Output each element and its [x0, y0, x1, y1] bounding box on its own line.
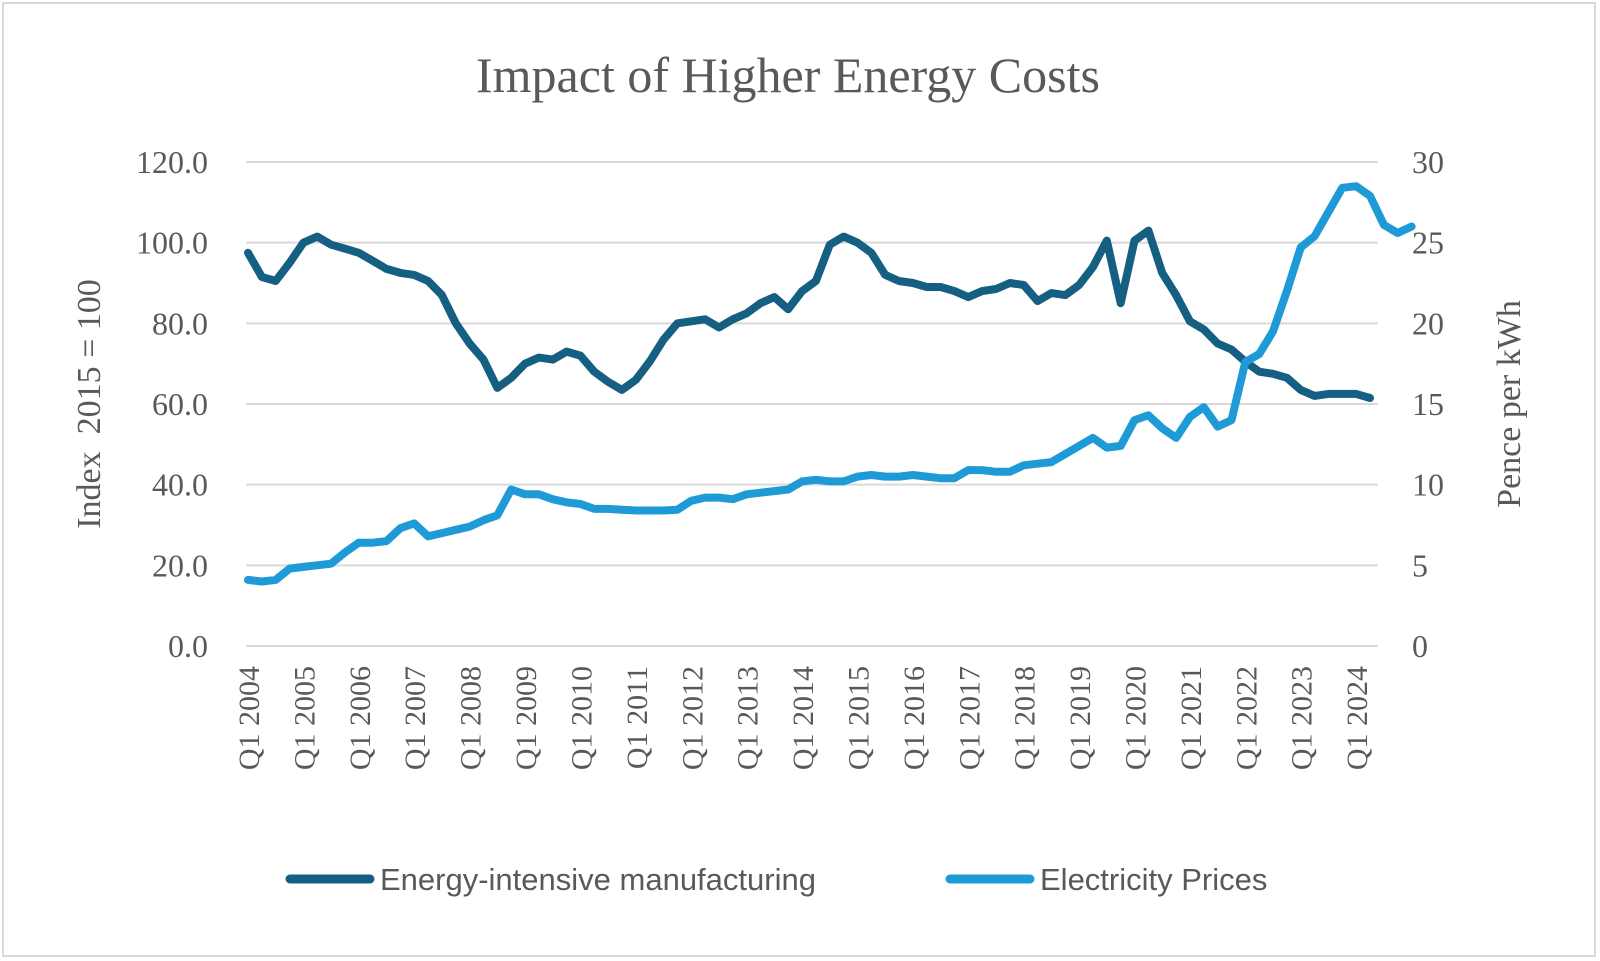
x-tick-label: Q1 2004 [233, 666, 266, 770]
left-axis-label: Index 2015 = 100 [71, 279, 108, 529]
x-tick-label: Q1 2008 [455, 666, 488, 770]
right-tick-label: 15 [1412, 386, 1444, 422]
line-chart: Impact of Higher Energy Costs 0.0 20.0 40.… [71, 47, 1528, 897]
left-tick-label: 40.0 [152, 467, 208, 503]
left-tick-label: 20.0 [152, 547, 208, 583]
left-tick-label: 60.0 [152, 386, 208, 422]
left-tick-label: 100.0 [136, 225, 208, 261]
x-tick-label: Q1 2007 [399, 666, 432, 770]
series-line-energy-intensive-manufacturing [244, 226, 1374, 402]
x-tick-label: Q1 2020 [1120, 666, 1153, 770]
x-tick-label: Q1 2023 [1286, 666, 1319, 770]
right-tick-label: 25 [1412, 225, 1444, 261]
left-tick-label: 80.0 [152, 305, 208, 341]
gridlines [246, 161, 1378, 647]
x-tick-label: Q1 2014 [787, 666, 820, 770]
right-tick-label: 20 [1412, 305, 1444, 341]
x-tick-label: Q1 2021 [1175, 666, 1208, 770]
right-tick-label: 10 [1412, 467, 1444, 503]
x-tick-label: Q1 2016 [898, 666, 931, 770]
x-tick-label: Q1 2013 [732, 666, 765, 770]
right-tick-label: 0 [1412, 628, 1428, 664]
right-tick-label: 30 [1412, 144, 1444, 180]
x-tick-label: Q1 2006 [344, 666, 377, 770]
legend-label-electricity-prices: Electricity Prices [1040, 862, 1267, 897]
x-axis-ticks: Q1 2004 Q1 2005 Q1 2006 Q1 2007 Q1 2008 Q1 20… [233, 666, 1374, 770]
legend: Energy-intensive manufacturing Electricit… [285, 862, 1267, 897]
x-tick-label: Q1 2012 [676, 666, 709, 770]
series-lines [244, 182, 1416, 586]
x-tick-label: Q1 2011 [621, 666, 654, 769]
x-tick-label: Q1 2017 [953, 666, 986, 770]
legend-label-energy-intensive-manufacturing: Energy-intensive manufacturing [380, 862, 816, 897]
x-tick-label: Q1 2009 [510, 666, 543, 770]
x-tick-label: Q1 2022 [1230, 666, 1263, 770]
x-tick-label: Q1 2015 [842, 666, 875, 770]
left-axis-ticks: 0.0 20.0 40.0 60.0 80.0 100.0 120.0 [136, 144, 208, 664]
series-line-electricity-prices [244, 182, 1416, 586]
x-tick-label: Q1 2010 [565, 666, 598, 770]
chart-title: Impact of Higher Energy Costs [476, 47, 1100, 103]
right-axis-ticks: 0 5 10 15 20 25 30 [1412, 144, 1444, 664]
x-tick-label: Q1 2005 [288, 666, 321, 770]
right-axis-label: Pence per kWh [1491, 300, 1528, 508]
right-tick-label: 5 [1412, 547, 1428, 583]
x-tick-label: Q1 2024 [1341, 666, 1374, 770]
left-tick-label: 120.0 [136, 144, 208, 180]
x-tick-label: Q1 2019 [1064, 666, 1097, 770]
x-tick-label: Q1 2018 [1009, 666, 1042, 770]
left-tick-label: 0.0 [168, 628, 208, 664]
